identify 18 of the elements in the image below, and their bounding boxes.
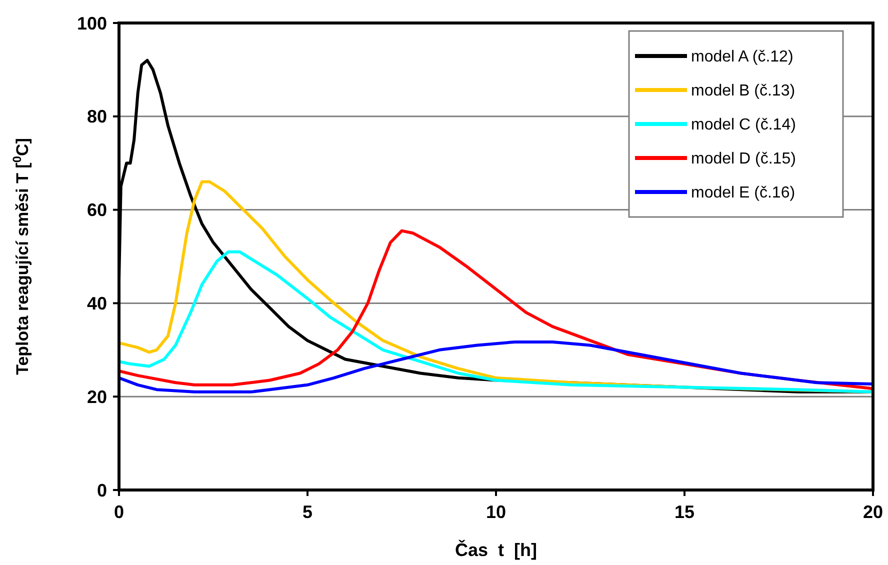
x-tick-label: 20 [862,502,884,522]
y-tick-label: 0 [96,480,107,500]
y-tick-label: 80 [86,106,107,127]
y-tick-label: 40 [86,294,107,314]
x-axis-title: Čas t [h] [454,539,538,560]
x-tick-label: 10 [486,502,506,522]
legend-label: model A (č.12) [691,48,794,66]
legend-label: model E (č.16) [691,184,796,202]
x-tick-label: 5 [302,502,313,522]
legend-label: model B (č.13) [691,82,796,100]
y-tick-label: 20 [86,386,107,407]
y-tick-label: 100 [76,13,107,34]
y-tick-label: 60 [86,200,107,220]
legend-label: model D (č.15) [691,150,796,168]
legend-label: model C (č.14) [691,116,796,134]
x-tick-label: 0 [114,502,124,522]
x-tick-label: 15 [674,502,695,522]
line-series [119,340,873,394]
